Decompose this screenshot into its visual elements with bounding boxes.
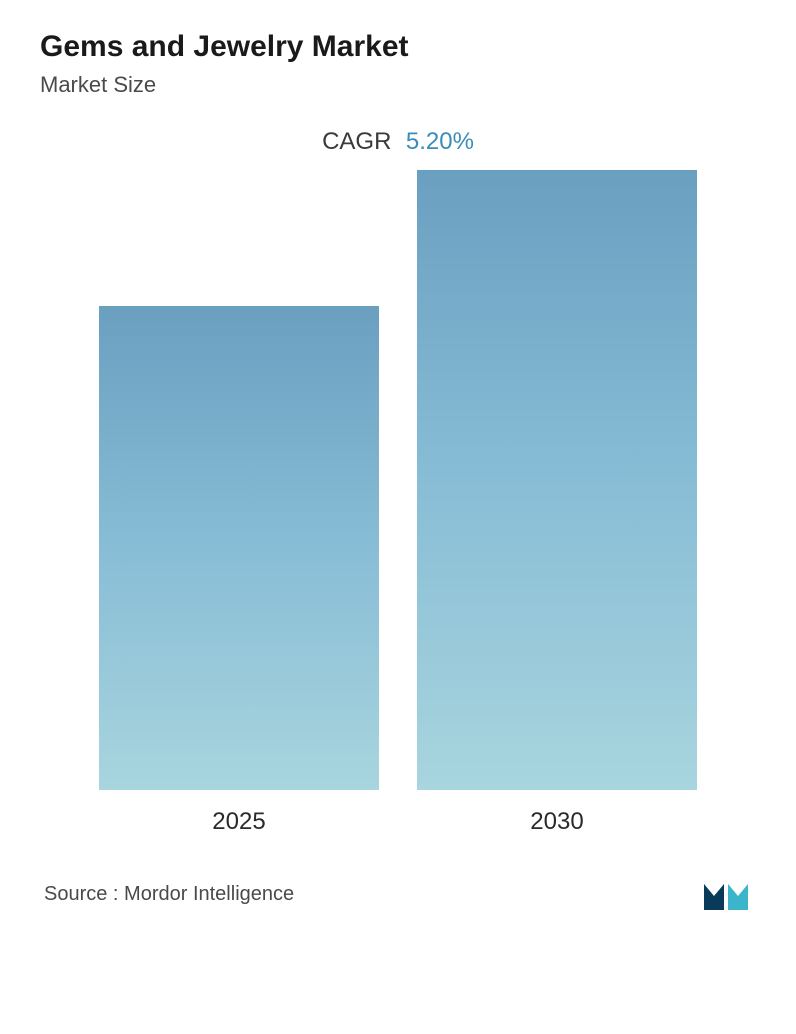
mordor-logo-icon xyxy=(702,876,752,912)
source-text: Source : Mordor Intelligence xyxy=(44,883,294,906)
chart-title: Gems and Jewelry Market xyxy=(40,30,756,64)
bar-1 xyxy=(417,170,697,790)
cagr-value: 5.20% xyxy=(406,128,474,155)
bar-group-1: 2030 xyxy=(417,170,697,836)
bar-chart-area: 2025 2030 xyxy=(40,216,756,836)
bar-group-0: 2025 xyxy=(99,306,379,836)
chart-footer: Source : Mordor Intelligence xyxy=(40,876,756,912)
chart-subtitle: Market Size xyxy=(40,72,756,98)
bar-label-0: 2025 xyxy=(212,808,265,836)
bar-label-1: 2030 xyxy=(530,808,583,836)
bar-0 xyxy=(99,306,379,790)
chart-container: Gems and Jewelry Market Market Size CAGR… xyxy=(0,0,796,1034)
cagr-label: CAGR xyxy=(322,128,391,155)
cagr-row: CAGR 5.20% xyxy=(40,128,756,156)
